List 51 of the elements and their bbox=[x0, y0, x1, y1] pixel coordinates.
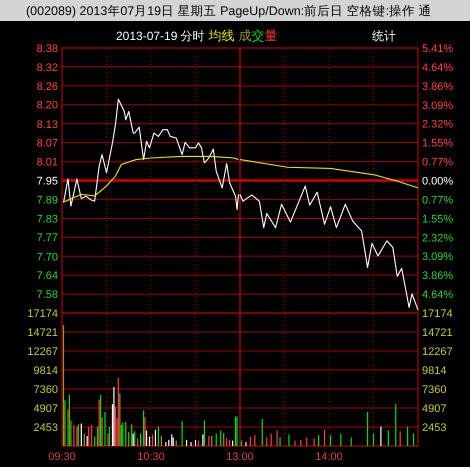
y2-tick-label: 3.09% bbox=[422, 251, 454, 264]
y-tick-label: 8.20 bbox=[36, 100, 58, 112]
y2-tick-label: 4.64% bbox=[422, 62, 454, 74]
y2-tick-label: 12267 bbox=[422, 346, 453, 358]
text: 成交量 bbox=[238, 28, 278, 43]
x-tick-label: 14:00 bbox=[315, 451, 343, 463]
y2-tick-label: 3.86% bbox=[422, 80, 454, 93]
y-tick-label: 7.95 bbox=[36, 176, 58, 188]
y2-tick-label: 3.09% bbox=[422, 100, 454, 112]
text: 均线 bbox=[208, 28, 235, 43]
y-tick-label: 7.58 bbox=[36, 289, 58, 302]
x-tick-label: 09:30 bbox=[48, 451, 76, 463]
y-tick-label: 14721 bbox=[27, 326, 58, 339]
y-tick-label: 8.32 bbox=[36, 62, 58, 74]
chart-subtitle: 2013-07-19 分时 bbox=[116, 29, 205, 43]
x-tick-label: 10:30 bbox=[137, 451, 165, 463]
y2-tick-label: 2.32% bbox=[422, 232, 454, 244]
y-tick-label: 8.13 bbox=[36, 118, 58, 131]
y2-tick-label: 1.55% bbox=[422, 213, 454, 226]
y2-tick-label: 4.64% bbox=[422, 289, 454, 302]
text: 统计 bbox=[372, 29, 396, 43]
y2-tick-label: 1.55% bbox=[422, 138, 454, 150]
y-tick-label: 2453 bbox=[34, 422, 58, 434]
y-tick-label: 7.77 bbox=[36, 232, 58, 244]
y-tick-label: 8.01 bbox=[36, 156, 58, 169]
y-tick-label: 4907 bbox=[34, 403, 58, 415]
y-tick-label: 7.89 bbox=[36, 194, 58, 206]
y-tick-label: 7.83 bbox=[36, 213, 58, 226]
y2-tick-label: 0.00% bbox=[422, 176, 454, 188]
y-tick-label: 8.26 bbox=[36, 80, 58, 93]
y-tick-label: 7.70 bbox=[36, 251, 58, 264]
y2-tick-label: 9814 bbox=[422, 365, 446, 377]
y2-tick-label: 3.86% bbox=[422, 270, 454, 282]
y-tick-label: 8.07 bbox=[36, 138, 58, 150]
y-tick-label: 8.38 bbox=[36, 43, 58, 55]
y2-tick-label: 5.41% bbox=[422, 43, 454, 55]
chart-title: (002089) 2013年07月19日 星期五 PageUp/Down:前后日 空格键:操作 通 bbox=[26, 4, 432, 18]
y-tick-label: 7.64 bbox=[36, 270, 58, 282]
x-tick-label: 13:00 bbox=[226, 451, 254, 463]
y-tick-label: 12267 bbox=[27, 346, 58, 358]
y-tick-label: 9814 bbox=[34, 365, 58, 377]
y-tick-label: 7360 bbox=[34, 384, 58, 396]
y2-tick-label: 14721 bbox=[422, 326, 453, 339]
y2-tick-label: 2.32% bbox=[422, 118, 454, 131]
y2-tick-label: 0.77% bbox=[422, 156, 454, 169]
y2-tick-label: 2453 bbox=[422, 422, 446, 434]
y2-tick-label: 7360 bbox=[422, 384, 446, 396]
y2-tick-label: 4907 bbox=[422, 403, 446, 415]
y2-tick-label: 0.77% bbox=[422, 194, 454, 206]
y2-tick-label: 17174 bbox=[422, 308, 453, 320]
y-tick-label: 17174 bbox=[27, 308, 58, 320]
